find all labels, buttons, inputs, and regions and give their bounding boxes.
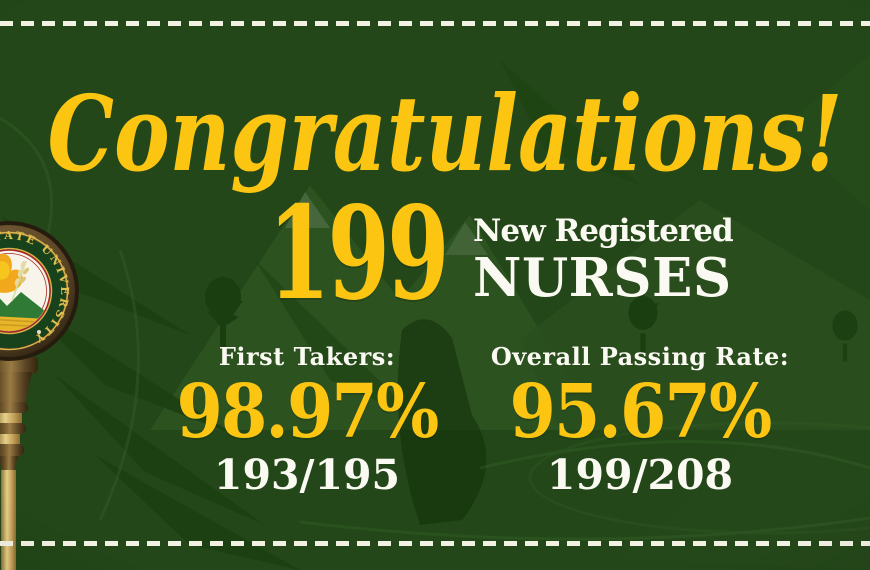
stat-percentage: 95.67% [509, 369, 772, 455]
top-dashed-border [0, 21, 870, 26]
leaf-blade-silhouette [0, 60, 640, 570]
stats-row: First Takers: 98.97% 193/195 Overall Pas… [157, 342, 790, 499]
mace-icon [0, 356, 38, 570]
stat-label: First Takers: [218, 342, 396, 371]
stat-fraction: 193/195 [213, 451, 401, 499]
university-seal-icon: STATE UNIVERSITY 1969 [0, 221, 79, 361]
statue-silhouette [397, 319, 487, 525]
headline-text: Congratulations! [48, 72, 843, 195]
count-label-line1: New Registered [473, 213, 734, 249]
passer-count: 199 [268, 179, 449, 329]
count-row: 199 New Registered NURSES [268, 190, 738, 320]
bottom-dashed-border [0, 541, 870, 546]
stat-percentage: 98.97% [176, 369, 439, 455]
mountain-silhouette [150, 55, 870, 570]
count-label-line2: NURSES [473, 246, 732, 309]
tree-silhouette-icon [205, 275, 858, 362]
seal-star-dot [37, 330, 41, 334]
stat-label: Overall Passing Rate: [490, 342, 790, 371]
headline-wrap: Congratulations! [48, 72, 843, 195]
stat-overall-passing-rate: Overall Passing Rate: 95.67% 199/208 [490, 342, 790, 499]
passer-count-labels: New Registered NURSES [473, 213, 734, 309]
swirl-curves [0, 116, 870, 541]
stat-first-takers: First Takers: 98.97% 193/195 [157, 342, 457, 499]
stat-fraction: 199/208 [546, 451, 734, 499]
